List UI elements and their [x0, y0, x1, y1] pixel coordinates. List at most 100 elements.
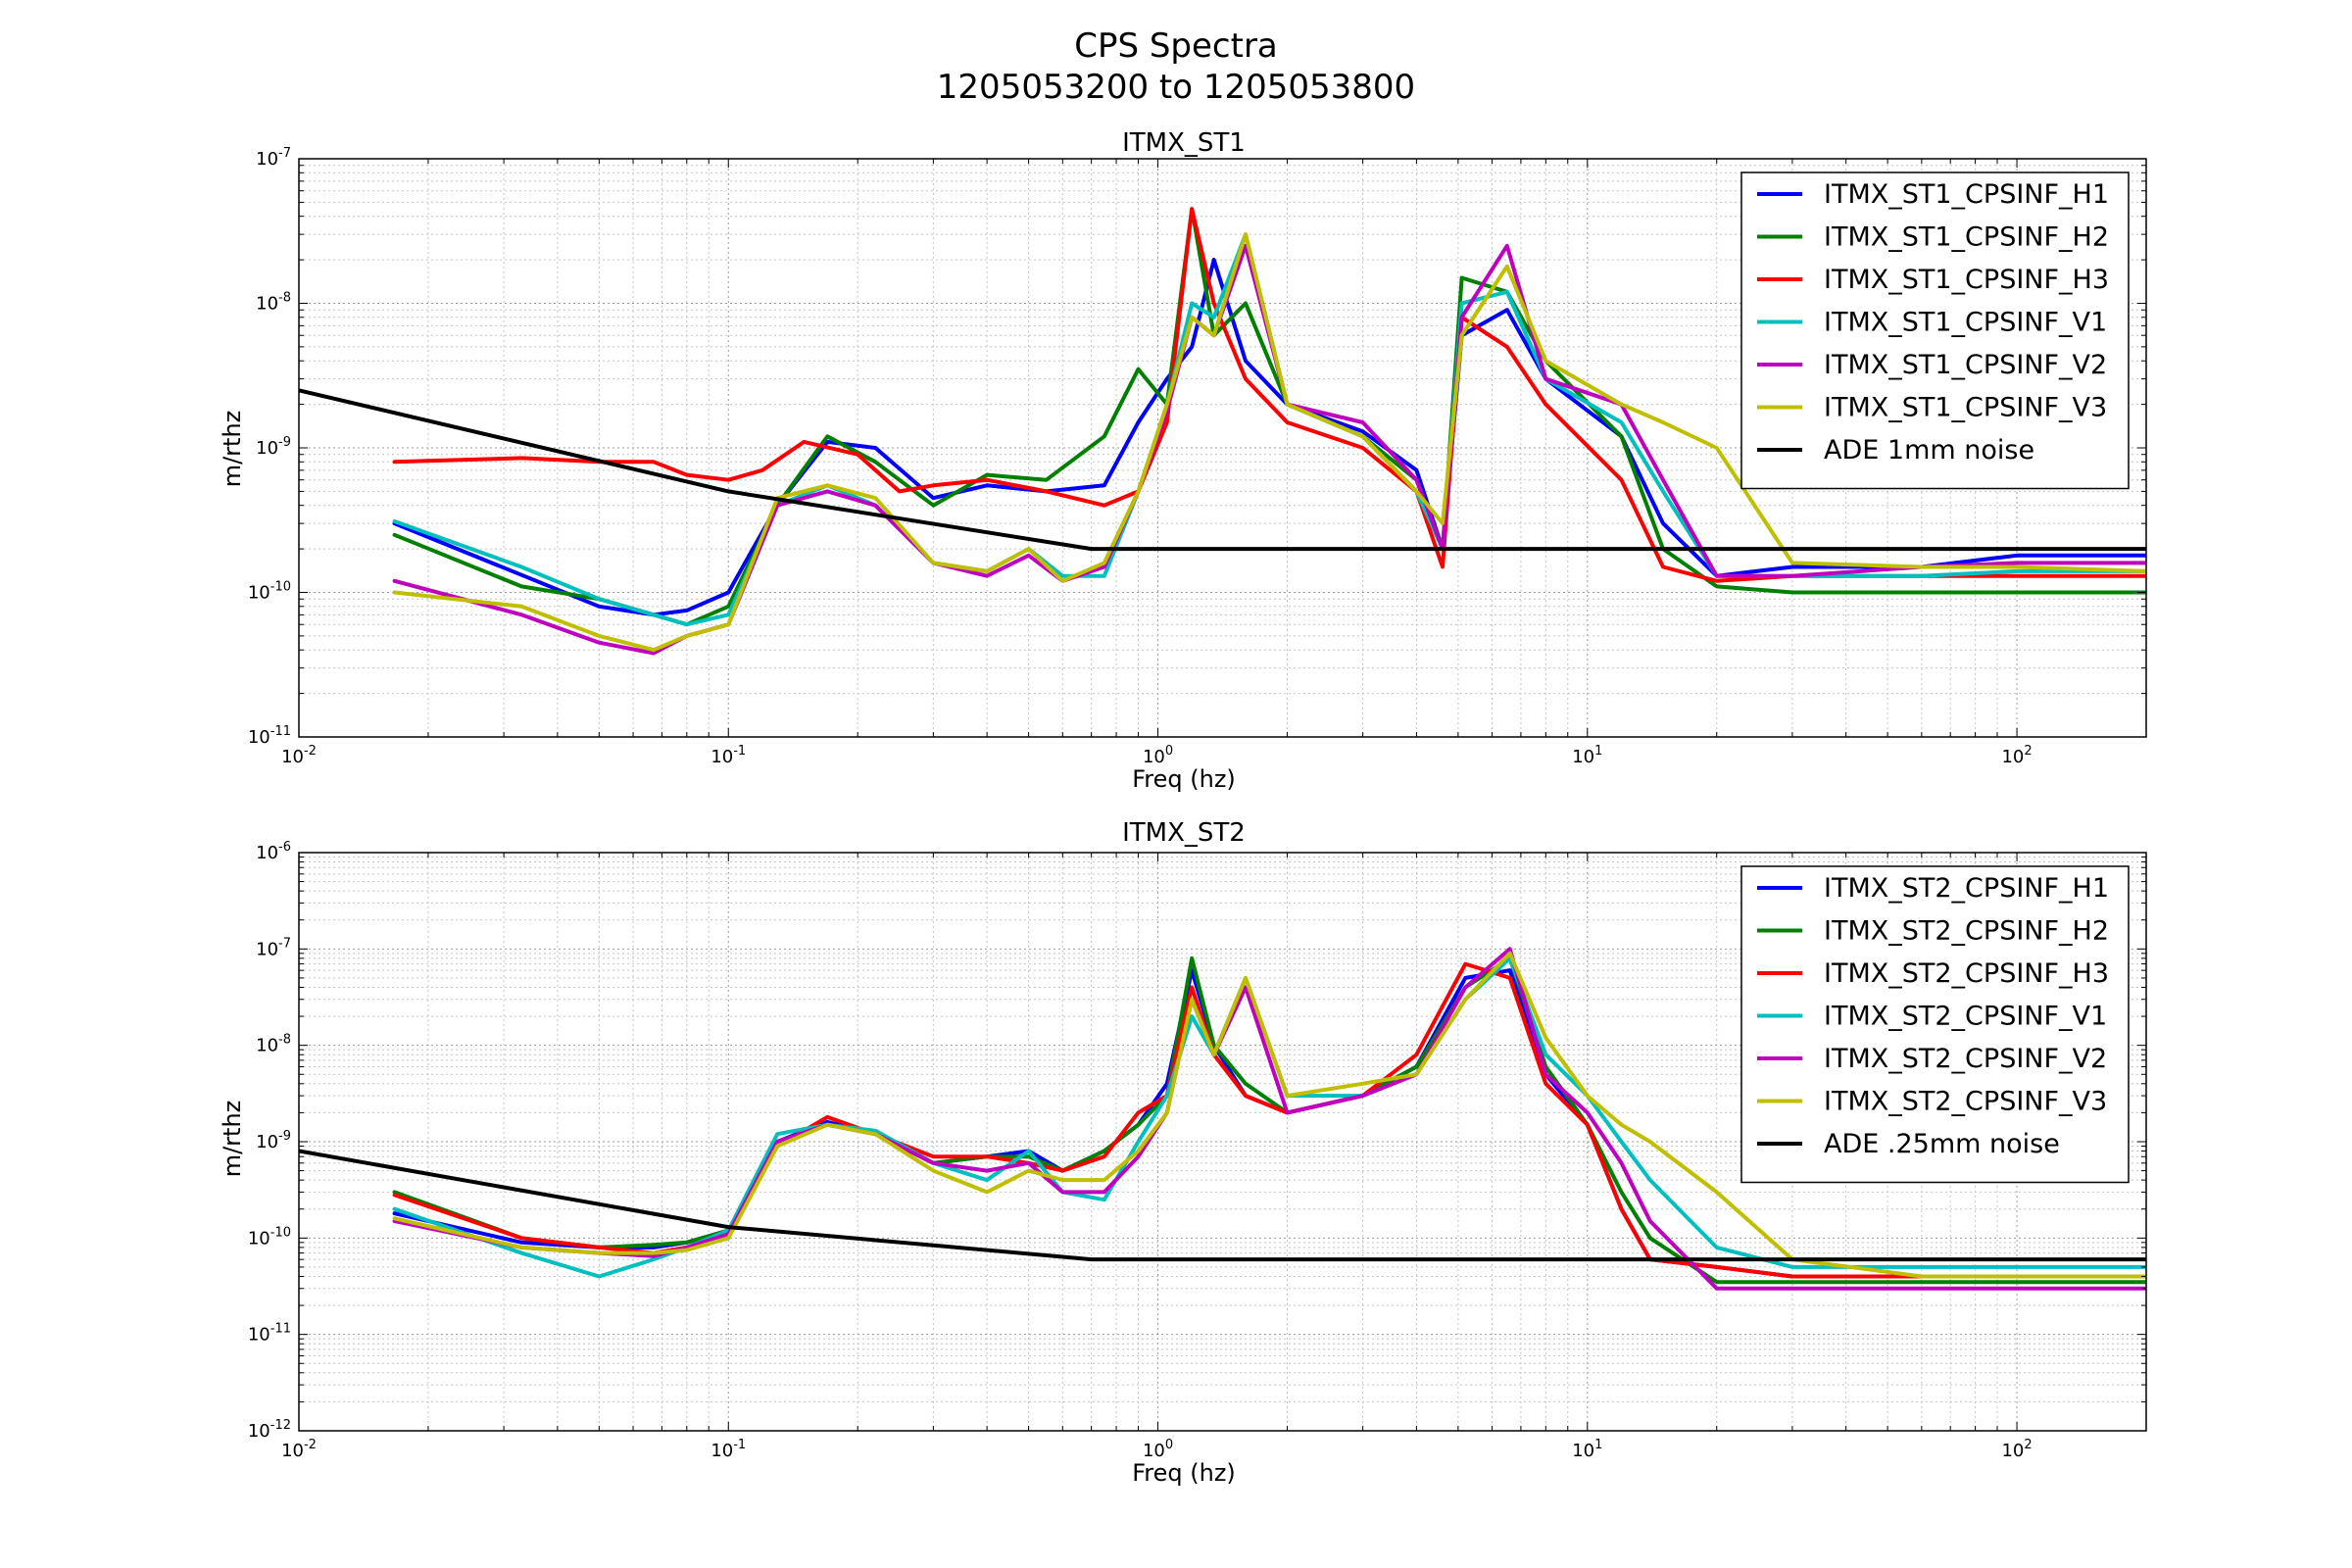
x-tick-label: 10-2 [281, 744, 317, 767]
ticks [298, 158, 2147, 738]
y-tick-label-base: 10 [256, 294, 278, 315]
figure-title-line2: 1205053200 to 1205053800 [937, 68, 1415, 107]
x-tick-label-exp: 0 [1165, 744, 1173, 759]
figure-title-line1: CPS Spectra [1074, 26, 1278, 66]
y-tick-label: 10-12 [248, 1418, 291, 1442]
legend-label: ITMX_ST1_CPSINF_V3 [1824, 393, 2107, 423]
y-tick-label-base: 10 [248, 1325, 270, 1346]
legend-label: ITMX_ST1_CPSINF_H2 [1824, 222, 2109, 253]
y-tick-label: 10-7 [256, 146, 291, 170]
x-tick-label: 100 [1143, 744, 1173, 767]
y-tick-label-base: 10 [256, 843, 278, 863]
y-tick-label-exp: -9 [278, 1129, 291, 1144]
legend-box [1740, 172, 2130, 490]
y-tick-label-exp: -12 [270, 1418, 291, 1433]
x-tick-label-base: 10 [2001, 1441, 2024, 1461]
x-tick-label-base: 10 [281, 747, 304, 767]
x-tick-label-base: 10 [281, 1441, 304, 1461]
y-tick-label: 10-10 [248, 1225, 291, 1249]
x-tick-label: 102 [2001, 1438, 2032, 1461]
series-line-3 [392, 956, 2146, 1279]
legend: ITMX_ST2_CPSINF_H1 ITMX_ST2_CPSINF_H2 ITMX… [1740, 865, 2130, 1184]
y-tick-label-base: 10 [248, 583, 270, 604]
y-tick-label-exp: -7 [278, 936, 291, 951]
x-tick-label-exp: 1 [1594, 1438, 1602, 1452]
legend-label: ITMX_ST1_CPSINF_H3 [1824, 265, 2109, 295]
panel-itmx-st1: ITMX_ST1 Freq (hz) m/rthz 10-2 10-1 100 101… [219, 128, 2147, 793]
x-tick-label: 10-2 [281, 1438, 317, 1461]
y-axis-label: m/rthz [219, 1101, 246, 1178]
legend-label: ITMX_ST2_CPSINF_V1 [1824, 1002, 2107, 1032]
series-group [299, 947, 2146, 1291]
x-tick-label: 102 [2001, 744, 2032, 767]
series-line-2 [392, 207, 2146, 583]
y-tick-label-exp: -10 [270, 1225, 291, 1240]
y-tick-label-exp: -8 [278, 291, 291, 306]
y-tick-label-exp: -6 [278, 840, 291, 855]
y-tick-label-exp: -10 [270, 580, 291, 595]
y-tick-label: 10-6 [256, 840, 291, 863]
y-tick-label-base: 10 [256, 438, 278, 459]
x-tick-label: 101 [1572, 1438, 1602, 1461]
y-tick-label-base: 10 [256, 939, 278, 959]
legend-label: ITMX_ST1_CPSINF_H1 [1824, 179, 2109, 210]
y-tick-label: 10-10 [248, 580, 291, 604]
y-tick-label-exp: -11 [270, 724, 291, 739]
y-tick-label-exp: -7 [278, 146, 291, 161]
y-tick-label: 10-9 [256, 435, 291, 459]
ticks [298, 852, 2147, 1432]
panel-itmx-st2: ITMX_ST2 Freq (hz) m/rthz 10-2 10-1 100 101… [219, 818, 2147, 1487]
y-tick-label: 10-11 [248, 1322, 291, 1346]
series-line-5 [392, 951, 2146, 1279]
y-tick-label-base: 10 [248, 1421, 270, 1442]
legend-label: ITMX_ST2_CPSINF_V3 [1824, 1087, 2107, 1117]
legend-label: ADE 1mm noise [1824, 435, 2034, 466]
x-tick-label-base: 10 [1572, 747, 1594, 767]
x-tick-label: 10-1 [710, 744, 746, 767]
y-tick-label-base: 10 [256, 1132, 278, 1152]
x-tick-label: 100 [1143, 1438, 1173, 1461]
y-tick-label: 10-8 [256, 1033, 291, 1056]
y-tick-label: 10-7 [256, 936, 291, 959]
legend-label: ITMX_ST2_CPSINF_H1 [1824, 873, 2109, 904]
x-tick-label-exp: 2 [2024, 1438, 2032, 1452]
series-line-1 [392, 207, 2146, 627]
y-tick-label-base: 10 [256, 1036, 278, 1056]
x-tick-label: 101 [1572, 744, 1602, 767]
x-tick-label-base: 10 [2001, 747, 2024, 767]
legend-label: ITMX_ST2_CPSINF_H2 [1824, 916, 2109, 947]
series-line-6 [299, 388, 2146, 552]
x-tick-label: 10-1 [710, 1438, 746, 1461]
x-tick-label-exp: -2 [304, 744, 317, 759]
series-group [299, 207, 2146, 656]
y-tick-label-exp: -11 [270, 1322, 291, 1337]
y-tick-label-base: 10 [248, 1228, 270, 1249]
y-tick-label-exp: -9 [278, 435, 291, 450]
x-tick-label-base: 10 [710, 1441, 733, 1461]
y-tick-label-exp: -8 [278, 1033, 291, 1048]
y-tick-label-base: 10 [248, 727, 270, 748]
y-tick-label: 10-9 [256, 1129, 291, 1152]
series-line-6 [299, 1149, 2146, 1262]
x-tick-label-base: 10 [1143, 747, 1165, 767]
panel-title: ITMX_ST2 [1122, 818, 1246, 848]
legend-label: ITMX_ST2_CPSINF_V2 [1824, 1044, 2107, 1074]
y-tick-label: 10-11 [248, 724, 291, 748]
y-tick-label: 10-8 [256, 291, 291, 315]
legend-label: ITMX_ST2_CPSINF_H3 [1824, 958, 2109, 989]
legend-label: ITMX_ST1_CPSINF_V2 [1824, 350, 2107, 380]
panel-title: ITMX_ST1 [1122, 128, 1246, 158]
x-tick-label-exp: 1 [1594, 744, 1602, 759]
x-axis-label: Freq (hz) [1132, 765, 1236, 793]
legend: ITMX_ST1_CPSINF_H1 ITMX_ST1_CPSINF_H2 ITMX… [1740, 172, 2130, 490]
series-line-5 [392, 232, 2146, 653]
y-tick-label-base: 10 [256, 149, 278, 170]
x-axis-label: Freq (hz) [1132, 1459, 1236, 1487]
x-tick-label-exp: -2 [304, 1438, 317, 1452]
y-axis-label: m/rthz [219, 411, 246, 488]
legend-box [1740, 865, 2130, 1184]
x-tick-label-exp: 0 [1165, 1438, 1173, 1452]
legend-label: ADE .25mm noise [1824, 1129, 2060, 1159]
x-tick-label-base: 10 [1143, 1441, 1165, 1461]
